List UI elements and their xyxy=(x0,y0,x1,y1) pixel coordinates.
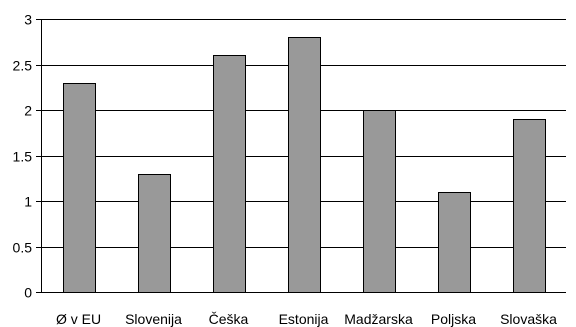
y-tick-label: 1.5 xyxy=(13,149,33,165)
bar-0 xyxy=(63,83,96,293)
x-category-label: Slovenija xyxy=(125,311,182,327)
axes xyxy=(36,19,566,293)
y-tick-label: 2 xyxy=(24,103,32,119)
y-tick-label: 1 xyxy=(24,194,32,210)
x-category-label: Poljska xyxy=(431,311,476,327)
y-tick-label: 0.5 xyxy=(13,240,33,256)
y-tick-label: 2.5 xyxy=(13,58,33,74)
x-category-label: Slovaška xyxy=(500,311,557,327)
x-category-label: Estonija xyxy=(279,311,329,327)
x-category-label: Madžarska xyxy=(344,311,413,327)
x-category-labels: Ø v EU Slovenija Češka Estonija Madžarska Pol… xyxy=(56,311,557,327)
y-tick-labels: 0 0.5 1 1.5 2 2.5 3 xyxy=(13,12,33,301)
bar-5 xyxy=(438,192,471,293)
y-tick-label: 0 xyxy=(24,285,32,301)
bar-3 xyxy=(288,37,321,293)
bar-6 xyxy=(513,119,546,293)
x-category-label: Češka xyxy=(209,311,249,327)
bar-4 xyxy=(363,110,396,293)
bar-2 xyxy=(213,55,246,293)
x-category-label: Ø v EU xyxy=(56,311,101,327)
y-tick-label: 3 xyxy=(24,12,32,28)
bar-1 xyxy=(138,174,171,293)
bars xyxy=(63,37,546,293)
